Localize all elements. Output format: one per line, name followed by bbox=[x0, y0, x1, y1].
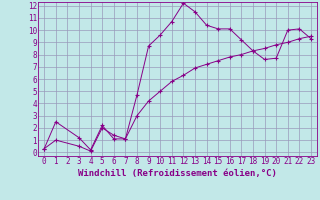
X-axis label: Windchill (Refroidissement éolien,°C): Windchill (Refroidissement éolien,°C) bbox=[78, 169, 277, 178]
